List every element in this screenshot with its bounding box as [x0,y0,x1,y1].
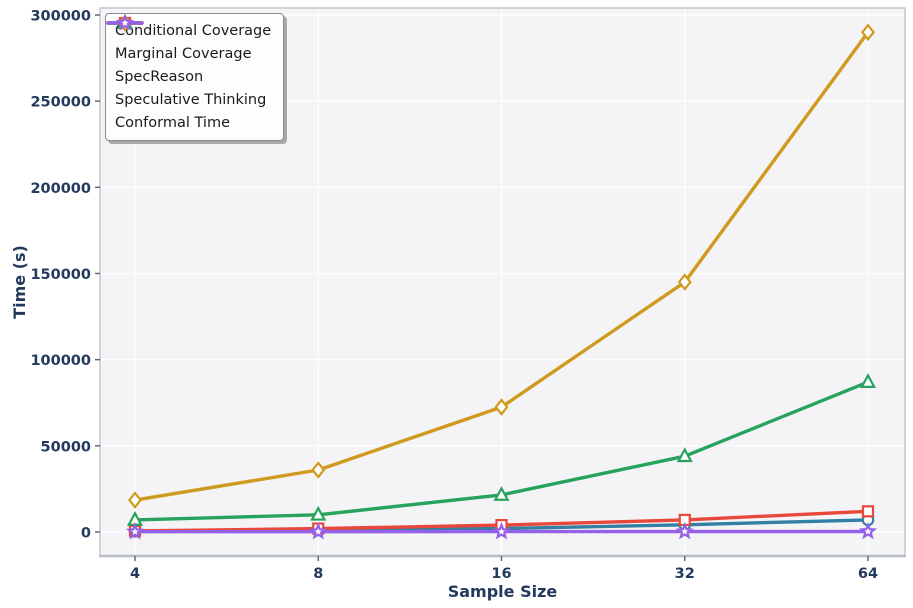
marker-conformal-time [492,522,511,540]
star-icon [106,14,144,31]
y-tick-label: 250000 [30,95,91,111]
marker-speculative-thinking [494,398,509,416]
x-tick-label: 16 [491,566,511,582]
legend-label: Marginal Coverage [115,46,252,62]
legend-item-marginal-coverage: Marginal Coverage [106,16,271,64]
y-tick-label: 200000 [30,181,91,197]
legend-marker-conformal-time [115,14,135,31]
marker-specreason [310,505,327,521]
marker-speculative-thinking [677,273,692,291]
marker-specreason [493,486,510,501]
y-tick-label: 300000 [30,9,91,25]
legend-label: SpecReason [115,69,204,85]
legend-label: Speculative Thinking [115,92,267,108]
legend-label: Conditional Coverage [115,23,272,39]
x-tick-label: 4 [130,566,140,582]
marker-speculative-thinking [860,23,876,41]
legend-label: Conformal Time [115,115,231,131]
x-axis-label: Sample Size [447,582,558,601]
y-tick-label: 150000 [30,267,91,283]
marker-conformal-time [309,522,328,540]
marker-specreason [859,373,877,388]
legend: Conditional Coverage Marginal Coverage Spe… [105,13,285,141]
marker-conformal-time [125,522,145,540]
marker-conformal-time [858,521,878,540]
legend-item-specreason: SpecReason [106,14,271,87]
marker-specreason [676,447,693,463]
x-tick-label: 8 [313,566,323,582]
marker-speculative-thinking [127,491,143,509]
legend-item-speculative-thinking: Speculative Thinking [106,14,271,110]
marker-speculative-thinking [311,461,326,479]
legend-item-conformal-time: Conformal Time [106,14,271,133]
x-tick-label: 64 [858,566,878,582]
marker-marginal-coverage [861,505,875,518]
marker-conformal-time [675,521,694,540]
y-tick-label: 100000 [30,353,91,369]
x-tick-label: 32 [675,566,695,582]
y-tick-label: 50000 [41,439,91,455]
y-axis-label: Time (s) [10,245,29,319]
y-tick-label: 0 [81,526,91,542]
